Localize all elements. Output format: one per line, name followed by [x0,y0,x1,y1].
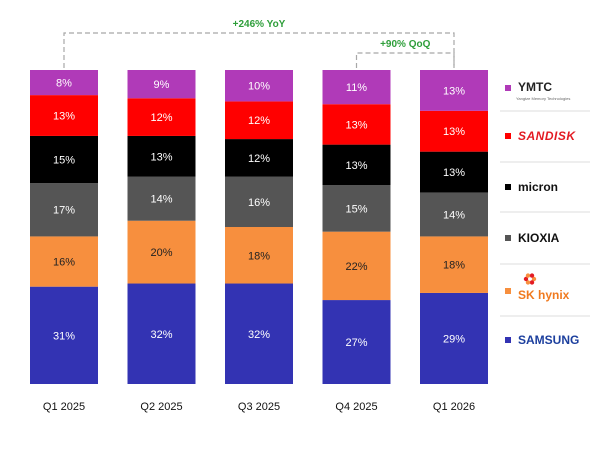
bar-segment-kioxia [225,176,293,227]
bar-segment-sk-hynix [30,236,98,287]
data-label: 17% [53,205,75,217]
bar-segment-sandisk [225,101,293,140]
data-label: 14% [150,194,172,206]
data-label: 10% [248,81,270,93]
legend-tagline: Yangtze Memory Technologies [516,96,570,101]
legend-swatch [505,288,511,294]
bar-segment-sk-hynix [225,227,293,284]
growth-bracket [355,52,455,68]
bar-segment-micron [127,135,196,177]
bar-segment-samsung [322,300,391,384]
legend-swatch [505,337,511,343]
data-label: 18% [443,260,465,272]
bar-segment-kioxia [127,176,196,221]
data-label: 9% [154,79,170,91]
legend-entry-kioxia: KIOXIA [518,231,560,245]
growth-annotation: +246% YoY [233,19,286,30]
bar-segment-sk-hynix [322,231,391,301]
data-label: 18% [248,250,270,262]
category-label: Q1 2025 [43,401,85,413]
bar-segment-samsung [225,283,293,384]
data-label: 13% [443,85,465,97]
bar-segment-kioxia [420,192,488,237]
bar-segment-micron [322,144,391,186]
legend-entry-micron: micron [518,180,558,194]
bar-segment-micron [420,151,488,193]
bar-segment-sandisk [420,110,488,152]
bar-segment-kioxia [322,185,391,232]
data-label: 13% [443,167,465,179]
legend-swatch [505,85,511,91]
data-label: 15% [345,203,367,215]
data-label: 13% [345,160,367,172]
data-label: 31% [53,330,75,342]
legend-swatch [505,235,511,241]
data-label: 29% [443,333,465,345]
data-label: 13% [345,119,367,131]
bar-segment-sandisk [322,104,391,145]
data-label: 16% [248,197,270,209]
bar-segment-ymtc [127,70,196,99]
bar-segment-samsung [127,283,196,384]
category-label: Q1 2026 [433,401,475,413]
legend-swatch [505,184,511,190]
bar-segment-micron [225,139,293,177]
bar-segment-sk-hynix [420,236,488,293]
legend-entry-sk-hynix: SK hynix [518,288,570,302]
bar-segment-ymtc [322,70,391,105]
data-label: 13% [443,126,465,138]
bar-segment-sk-hynix [127,220,196,284]
data-label: 27% [345,337,367,349]
bar-segment-ymtc [420,70,488,111]
bar-segment-ymtc [225,70,293,102]
sk-hynix-logo-icon [523,273,537,285]
legend-swatch [505,133,511,139]
data-label: 12% [150,112,172,124]
bar-segment-sandisk [30,95,98,136]
category-label: Q4 2025 [335,401,377,413]
growth-bracket [63,32,455,68]
bar-segment-ymtc [30,70,98,96]
data-label: 20% [150,247,172,259]
legend-entry-sandisk: SANDISK [518,129,576,143]
data-label: 16% [53,257,75,269]
legend-entry-ymtc: YMTC [518,80,552,94]
data-label: 22% [345,261,367,273]
data-label: 15% [53,154,75,166]
category-label: Q2 2025 [140,401,182,413]
data-label: 32% [248,329,270,341]
legend-entry-samsung: SAMSUNG [518,333,579,347]
data-label: 12% [248,153,270,165]
bar-segment-kioxia [30,183,98,237]
bar-segment-samsung [30,286,98,384]
data-label: 14% [443,209,465,221]
bar-segment-sandisk [127,98,196,136]
data-label: 8% [56,78,72,90]
data-label: 12% [248,115,270,127]
data-label: 11% [346,82,367,94]
data-label: 32% [150,329,172,341]
data-label: 13% [150,151,172,163]
bar-segment-micron [30,135,98,184]
growth-annotation: +90% QoQ [380,39,431,50]
bar-segment-samsung [420,292,488,384]
data-label: 13% [53,111,75,123]
category-label: Q3 2025 [238,401,280,413]
